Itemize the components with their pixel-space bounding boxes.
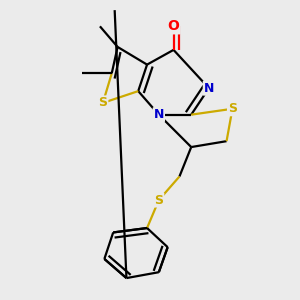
Text: N: N	[154, 108, 164, 121]
Text: S: S	[154, 194, 163, 207]
Text: S: S	[98, 96, 107, 110]
Text: N: N	[204, 82, 214, 95]
Text: S: S	[228, 102, 237, 115]
Text: O: O	[168, 19, 179, 33]
